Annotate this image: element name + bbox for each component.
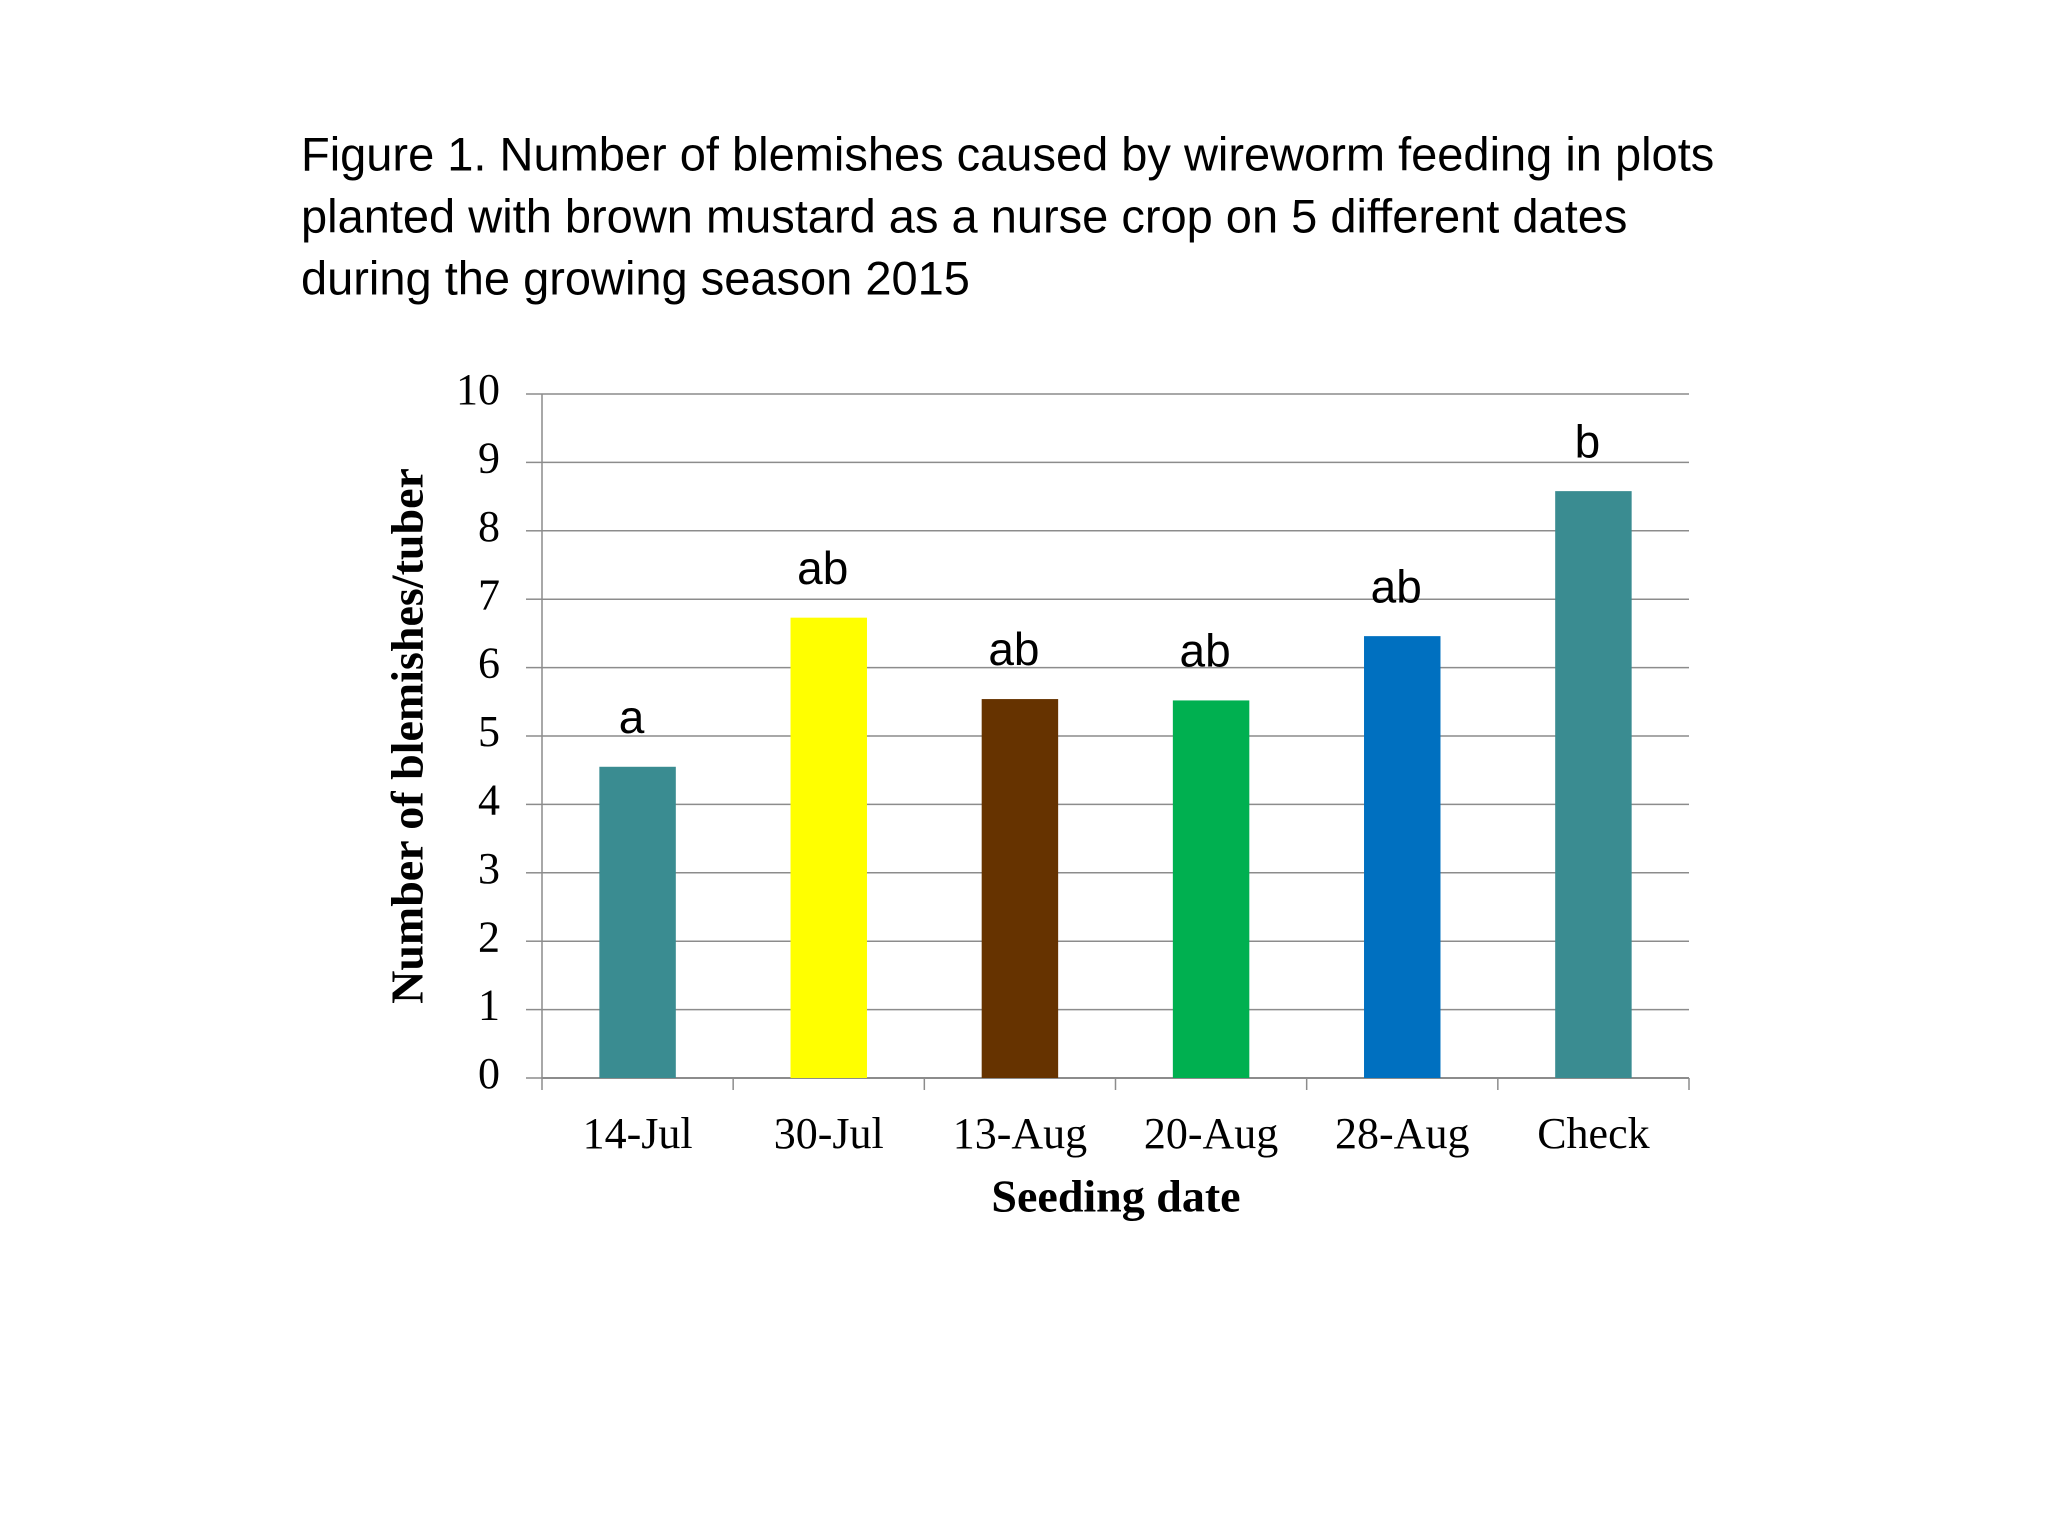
bar-annotation: ab — [797, 542, 848, 594]
y-tick-label: 8 — [478, 502, 500, 551]
x-axis-title: Seeding date — [991, 1171, 1240, 1222]
bar-annotation: a — [619, 691, 645, 743]
y-tick-label: 7 — [478, 570, 500, 619]
y-tick-label: 3 — [478, 844, 500, 893]
bar — [599, 766, 676, 1078]
bar-annotation: ab — [988, 623, 1039, 675]
y-tick-label: 9 — [478, 433, 500, 482]
bar — [1364, 636, 1441, 1078]
x-tick-label: 30-Jul — [774, 1109, 884, 1158]
y-tick-label: 2 — [478, 912, 500, 961]
y-tick-label: 1 — [478, 981, 500, 1030]
bar — [1172, 700, 1250, 1078]
y-tick-label: 0 — [478, 1049, 500, 1098]
x-tick-label: 14-Jul — [583, 1109, 693, 1158]
y-tick-label: 5 — [478, 707, 500, 756]
bar-annotation: ab — [1179, 625, 1230, 677]
bar — [790, 617, 867, 1078]
x-tick-label: 28-Aug — [1335, 1109, 1469, 1158]
chart-title: Figure 1. Number of blemishes caused by … — [301, 127, 1714, 180]
chart-title: during the growing season 2015 — [301, 251, 970, 304]
x-tick-label: Check — [1537, 1109, 1649, 1158]
x-tick-label: 20-Aug — [1144, 1109, 1278, 1158]
y-tick-label: 4 — [478, 775, 500, 824]
bar-annotation: ab — [1371, 560, 1422, 612]
x-tick-label: 13-Aug — [953, 1109, 1087, 1158]
bar — [1555, 491, 1632, 1078]
chart-title: planted with brown mustard as a nurse cr… — [301, 189, 1627, 242]
bar — [981, 699, 1059, 1078]
y-axis-title: Number of blemishes/tuber — [382, 468, 433, 1004]
y-tick-label: 6 — [478, 639, 500, 688]
bar-annotation: b — [1575, 415, 1601, 467]
y-tick-label: 10 — [456, 365, 500, 414]
